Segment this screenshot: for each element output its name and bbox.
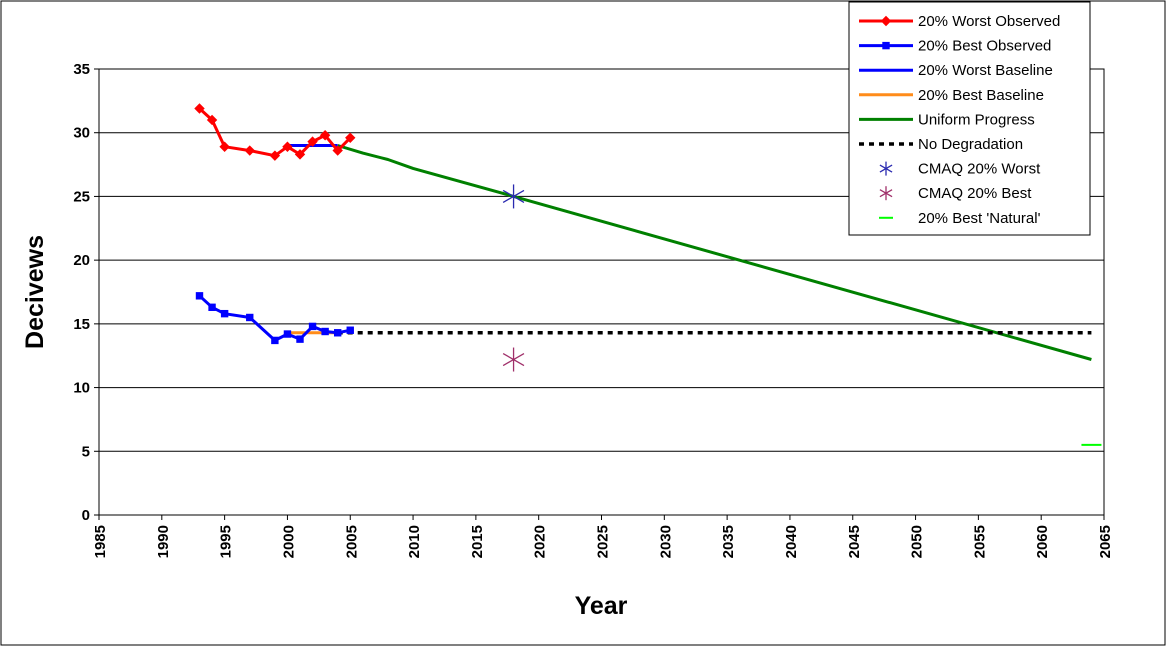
data-point <box>246 313 254 322</box>
y-tick-label: 25 <box>73 188 90 205</box>
y-tick-label: 15 <box>73 316 90 333</box>
data-point <box>195 292 204 300</box>
y-tick-label: 0 <box>82 507 90 524</box>
legend-label: CMAQ 20% Best <box>918 185 1032 202</box>
legend-label: Uniform Progress <box>918 111 1035 128</box>
data-point <box>206 114 218 126</box>
legend-marker <box>880 15 892 27</box>
legend-entry: No Degradation <box>859 136 1023 153</box>
x-tick-label: 2055 <box>971 525 988 558</box>
y-tick-label: 10 <box>73 380 90 397</box>
data-point <box>208 303 216 311</box>
legend-entry: 20% Worst Baseline <box>859 62 1053 79</box>
data-point <box>307 136 318 147</box>
data-point <box>345 132 356 144</box>
legend-entry: CMAQ 20% Best <box>879 185 1032 202</box>
x-tick-label: 2010 <box>406 525 423 558</box>
x-tick-label: 2005 <box>343 525 360 558</box>
x-tick-label: 2030 <box>657 525 674 558</box>
legend-entry: Uniform Progress <box>859 111 1035 128</box>
legend-entry: 20% Best Observed <box>859 38 1051 55</box>
series-cmaq-20-best <box>502 347 525 372</box>
data-point <box>271 336 279 345</box>
y-tick-label: 35 <box>73 61 90 78</box>
x-tick-label: 2040 <box>783 525 800 558</box>
x-tick-label: 2035 <box>720 525 737 558</box>
series-layer <box>194 103 1102 446</box>
legend-label: 20% Best Observed <box>918 38 1051 55</box>
data-point <box>346 326 354 334</box>
y-axis-title: Decivews <box>21 235 49 349</box>
legend-label: 20% Best Baseline <box>918 87 1044 104</box>
legend-marker <box>879 186 893 201</box>
x-tick-label: 2065 <box>1097 525 1114 558</box>
x-tick-label: 2020 <box>532 525 549 558</box>
data-point <box>333 329 342 337</box>
x-ticks: 1985 1990 1995 2000 2005 2010 2015 2020 2025 2030… <box>92 515 1114 558</box>
series-20-best-observed <box>195 292 354 345</box>
legend-entry: CMAQ 20% Worst <box>879 161 1041 178</box>
legend-entry: 20% Worst Observed <box>859 13 1060 30</box>
data-point <box>283 330 292 338</box>
legend-label: 20% Best 'Natural' <box>918 210 1041 227</box>
series-line <box>337 144 1092 361</box>
data-point <box>319 130 331 141</box>
legend-label: 20% Worst Baseline <box>918 62 1053 79</box>
x-tick-label: 2060 <box>1034 525 1051 558</box>
x-tick-label: 1995 <box>218 525 235 558</box>
series-cmaq-20-worst <box>502 184 525 209</box>
y-tick-label: 5 <box>82 443 90 460</box>
legend-entry: 20% Best 'Natural' <box>879 210 1041 227</box>
data-point <box>282 141 293 152</box>
y-tick-label: 20 <box>73 252 90 269</box>
data-point <box>220 309 229 318</box>
data-point <box>502 184 525 209</box>
legend: 20% Worst Observed 20% Best Observed 20% W… <box>848 1 1091 236</box>
x-tick-label: 2025 <box>595 525 612 558</box>
x-tick-label: 2015 <box>469 525 486 558</box>
legend-label: CMAQ 20% Worst <box>918 161 1041 178</box>
x-tick-label: 1985 <box>92 525 109 558</box>
x-tick-label: 2045 <box>846 525 863 558</box>
series-uniform-progress <box>337 144 1092 361</box>
y-ticks: 0 5 10 15 20 25 30 35 <box>73 61 99 524</box>
y-tick-label: 30 <box>73 125 90 142</box>
data-point <box>502 347 525 372</box>
x-tick-label: 1990 <box>155 525 172 558</box>
data-point <box>269 150 281 161</box>
x-tick-label: 2000 <box>280 525 297 558</box>
data-point <box>321 327 329 336</box>
legend-marker <box>882 41 890 50</box>
data-point <box>294 149 306 160</box>
data-point <box>308 322 317 331</box>
legend-label: 20% Worst Observed <box>918 13 1060 30</box>
data-point <box>194 103 205 114</box>
series-20-worst-observed <box>194 103 356 161</box>
data-point <box>219 141 230 152</box>
legend-marker <box>879 161 893 176</box>
data-point <box>296 335 304 343</box>
data-point <box>244 145 255 156</box>
legend-entry: 20% Best Baseline <box>859 87 1044 104</box>
x-tick-label: 2050 <box>909 525 926 558</box>
legend-label: No Degradation <box>918 136 1023 153</box>
data-point <box>332 145 343 156</box>
x-axis-title: Year <box>575 592 628 620</box>
